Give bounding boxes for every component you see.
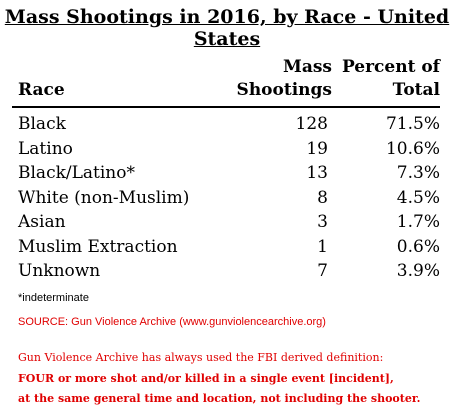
definition-note-line1: Gun Violence Archive has always used the… <box>18 351 384 364</box>
footnote: *indeterminate <box>18 292 89 304</box>
percent-cell: 1.7% <box>396 212 440 232</box>
header-row: Race Mass Shootings Percent of Total <box>12 56 440 107</box>
table-row: Black 128 71.5% <box>12 107 440 137</box>
column-header-percent-line2: Total <box>392 80 440 100</box>
count-cell: 128 <box>295 114 328 134</box>
percent-cell: 7.3% <box>396 163 440 183</box>
column-header-mass-shootings-line2: Shootings <box>236 80 332 100</box>
race-cell: Muslim Extraction <box>18 236 178 257</box>
percent-cell: 71.5% <box>385 114 440 134</box>
race-cell: Black/Latino* <box>18 163 135 183</box>
column-header-race: Race <box>18 80 65 100</box>
definition-note-line2: FOUR or more shot and/or killed in a sin… <box>18 372 394 385</box>
table-row: White (non-Muslim) 8 4.5% <box>12 186 440 211</box>
race-cell: Unknown <box>18 261 101 281</box>
race-cell: Black <box>18 114 66 134</box>
table-row: Muslim Extraction 1 0.6% <box>12 235 440 260</box>
percent-cell: 0.6% <box>396 236 440 257</box>
data-table: Race Mass Shootings Percent of Total Bla… <box>12 56 440 284</box>
percent-cell: 3.9% <box>396 261 440 281</box>
count-cell: 19 <box>306 138 328 159</box>
race-cell: Latino <box>18 138 73 159</box>
table-row: Latino 19 10.6% <box>12 137 440 162</box>
table-row: Unknown 7 3.9% <box>12 259 440 284</box>
count-cell: 8 <box>317 187 328 208</box>
count-cell: 7 <box>317 261 328 281</box>
chart-title: Mass Shootings in 2016, by Race - United… <box>4 6 450 50</box>
count-cell: 3 <box>317 212 328 232</box>
definition-note-line3: at the same general time and location, n… <box>18 392 421 405</box>
column-header-mass-shootings: Mass Shootings <box>220 56 332 107</box>
percent-cell: 10.6% <box>385 138 440 159</box>
count-cell: 13 <box>306 163 328 183</box>
percent-cell: 4.5% <box>396 187 440 208</box>
count-cell: 1 <box>317 236 328 257</box>
race-cell: Asian <box>18 212 66 232</box>
column-header-percent: Percent of Total <box>332 56 440 107</box>
column-header-percent-line1: Percent of <box>341 57 440 77</box>
table-row: Asian 3 1.7% <box>12 210 440 235</box>
table-row: Black/Latino* 13 7.3% <box>12 161 440 186</box>
race-cell: White (non-Muslim) <box>18 187 190 208</box>
column-header-mass-shootings-line1: Mass <box>283 57 332 77</box>
source-note: SOURCE: Gun Violence Archive (www.gunvio… <box>18 316 326 328</box>
